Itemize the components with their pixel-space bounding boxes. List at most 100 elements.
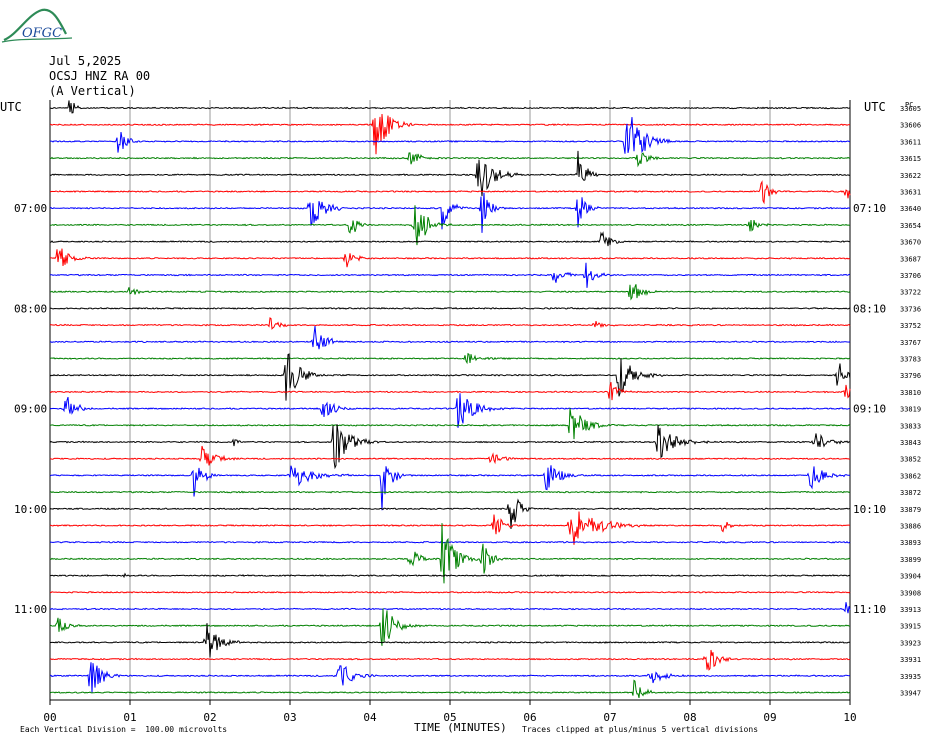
right-row-label: 33843 [900,439,921,447]
seismic-trace [50,248,851,268]
x-axis-title: TIME (MINUTES) [414,721,507,734]
x-tick-label: 08 [683,711,696,724]
seismic-trace [49,511,851,545]
right-row-label: 33931 [900,656,921,664]
right-row-label: 33640 [900,205,921,213]
seismic-trace [49,353,851,401]
right-row-label: 33852 [900,456,921,464]
left-hour-label: 11:00 [14,603,47,616]
right-row-label: 33670 [900,239,921,247]
right-row-label: 33615 [900,155,921,163]
right-column-header: PC [905,101,914,109]
right-row-label: 33923 [900,639,921,647]
right-row-label: 33605 [900,105,921,113]
seismic-trace [49,498,851,530]
seismic-trace [50,117,851,154]
right-row-label: 33947 [900,690,921,698]
right-row-label: 33687 [900,255,921,263]
axis-labels: 00 01 02 03 04 05 06 07 08 09 10 33605 33606 33611 336… [14,105,921,724]
x-tick-label: 03 [283,711,296,724]
station-code: OCSJ HNZ RA 00 [49,69,151,83]
right-row-label: 33606 [900,122,921,130]
right-row-label: 33819 [900,406,921,414]
right-row-label: 33736 [900,305,921,313]
x-tick-label: 01 [123,711,136,724]
right-row-label: 33654 [900,222,921,230]
left-hour-label: 07:00 [14,202,47,215]
right-row-label: 33810 [900,389,921,397]
seismic-trace [49,100,851,114]
utc-right-label: UTC [864,100,886,114]
seismic-trace [49,623,850,658]
right-row-label: 33862 [900,472,921,480]
seismic-trace [50,231,851,247]
right-row-label: 33722 [900,289,921,297]
x-tick-label: 00 [43,711,56,724]
left-hour-label: 10:00 [14,503,47,516]
seismic-trace [50,205,851,246]
right-row-label: 33622 [900,172,921,180]
scale-note: Each Vertical Division = 100.00 microvol… [20,725,228,734]
seismic-trace [49,445,850,466]
right-row-label: 33893 [900,539,921,547]
seismic-trace [49,602,851,614]
seismic-trace [49,490,851,494]
seismic-trace [49,424,851,470]
component-label: (A Vertical) [49,84,136,98]
seismic-trace [49,150,851,197]
left-hour-label: 09:00 [14,403,47,416]
right-row-label: 33833 [900,422,921,430]
x-tick-label: 04 [363,711,377,724]
right-row-label: 33767 [900,339,921,347]
seismic-trace [49,679,851,699]
right-row-label: 33879 [900,506,921,514]
seismic-trace [49,192,851,233]
left-hour-label: 08:00 [14,302,47,315]
x-tick-label: 10 [843,711,856,724]
seismic-trace [49,393,851,428]
seismic-trace [49,352,851,365]
plot-date: Jul 5,2025 [49,54,122,68]
right-hour-label: 09:10 [853,403,886,416]
x-tick-label: 06 [523,711,536,724]
seismic-trace [49,317,851,330]
seismic-trace [49,649,851,671]
right-row-label: 33899 [900,556,921,564]
x-tick-label: 02 [203,711,216,724]
right-row-label: 33872 [900,489,921,497]
plot-grid [49,100,851,705]
seismic-trace [49,590,851,594]
right-hour-label: 11:10 [853,603,886,616]
right-row-label: 33908 [900,589,921,597]
right-row-label: 33631 [900,189,921,197]
seismic-trace [49,523,851,584]
seismic-trace [49,152,851,168]
trace-group [49,100,851,699]
seismic-trace [50,572,851,579]
observatory-logo [1,8,73,43]
right-row-label: 33886 [900,523,921,531]
right-hour-label: 08:10 [853,302,886,315]
utc-left-label: UTC [0,100,22,114]
seismic-trace [49,382,851,401]
seismic-trace [49,608,851,646]
seismic-trace [49,306,851,310]
seismic-trace [50,662,851,694]
right-hour-label: 10:10 [853,503,886,516]
seismic-trace [50,113,851,155]
seismic-trace [49,465,851,511]
right-row-label: 33796 [900,372,921,380]
right-row-label: 33611 [900,138,921,146]
seismic-trace [49,325,851,350]
seismic-trace [49,284,851,301]
clip-note: Traces clipped at plus/minus 5 vertical … [522,725,759,734]
right-row-label: 33706 [900,272,921,280]
right-row-label: 33752 [900,322,921,330]
right-row-label: 33915 [900,623,921,631]
x-tick-label: 09 [763,711,776,724]
right-row-label: 33935 [900,673,921,681]
seismic-trace [49,540,851,544]
x-tick-label: 05 [443,711,456,724]
logo-text: OFGC [22,26,63,41]
